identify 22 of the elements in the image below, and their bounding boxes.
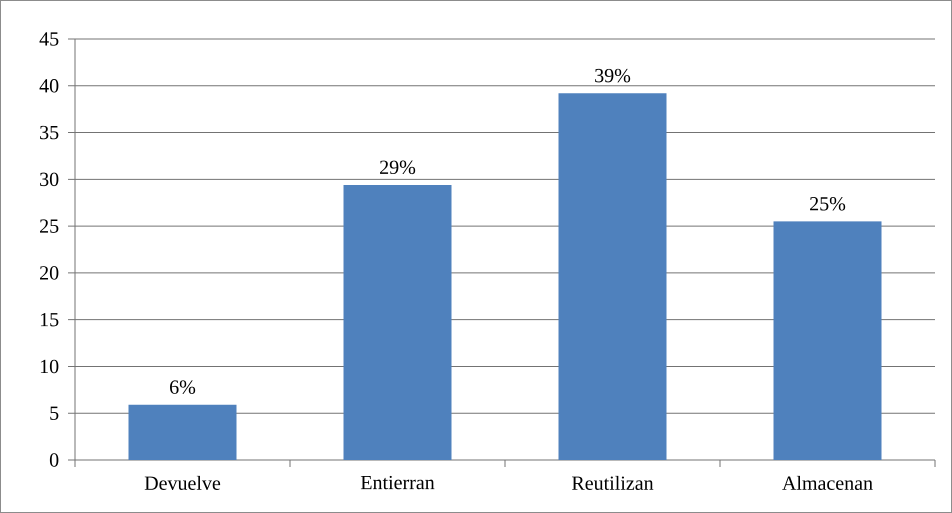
y-tick-label: 30 [40, 172, 58, 186]
data-label: 39% [595, 68, 630, 82]
y-tick-label: 0 [50, 453, 58, 467]
y-tick-label: 10 [40, 360, 58, 374]
x-tick-label: Entierran [360, 476, 434, 490]
y-tick-label: 15 [40, 312, 58, 326]
bar [558, 93, 667, 460]
data-label: 29% [380, 160, 416, 174]
x-tick-label: Reutilizan [572, 476, 654, 490]
x-tick-label: Devuelve [144, 476, 220, 490]
y-tick-label: 45 [40, 32, 58, 46]
x-tick-label: Almacenan [782, 476, 873, 490]
data-label: 6% [170, 380, 196, 394]
y-tick-label: 40 [40, 79, 58, 93]
y-tick-label: 25 [40, 219, 58, 233]
y-tick-label: 20 [40, 266, 58, 280]
y-tick-label: 5 [50, 406, 58, 420]
y-tick-label: 35 [40, 126, 58, 140]
bar [128, 404, 237, 460]
bar [774, 221, 882, 460]
data-label: 25% [810, 197, 846, 211]
bar [344, 184, 452, 460]
